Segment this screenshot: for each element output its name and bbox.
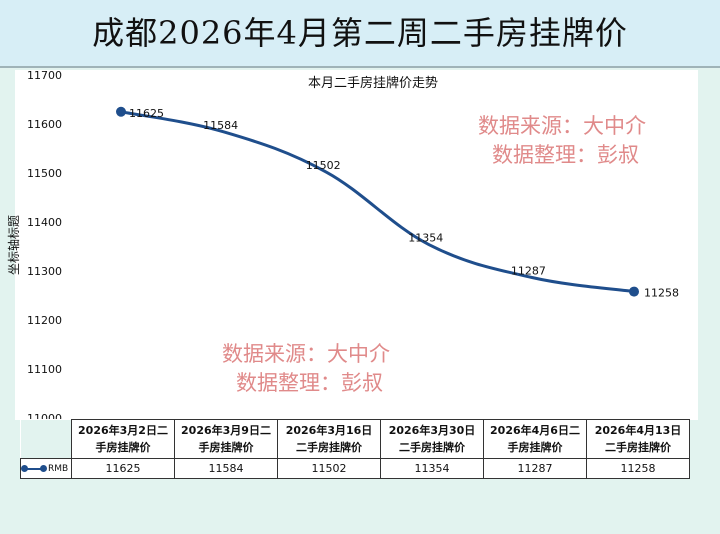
category-header-1: 2026年3月2日二 手房挂牌价 xyxy=(71,419,175,459)
chart-title: 本月二手房挂牌价走势 xyxy=(308,75,438,91)
data-point-marker xyxy=(629,286,639,297)
data-label: 11625 xyxy=(129,107,164,120)
category-line-1: 2026年3月9日二 xyxy=(181,424,271,437)
watermark-1: 数据来源：大中介 数据整理：彭叔 xyxy=(478,114,646,167)
legend-key: RMB xyxy=(21,459,71,478)
y-tick-label: 11300 xyxy=(27,265,62,278)
data-point-marker xyxy=(116,106,126,117)
data-table-header-row: 2026年3月2日二 手房挂牌价 2026年3月9日二 手房挂牌价 2026年3月1… xyxy=(20,419,690,459)
legend-series-name: RMB xyxy=(48,463,69,474)
watermark-1-line-1: 数据来源：大中介 xyxy=(478,114,646,138)
y-tick-label: 11200 xyxy=(27,314,62,327)
category-header-3: 2026年3月16日 二手房挂牌价 xyxy=(277,419,381,459)
legend-line-marker xyxy=(21,464,47,472)
watermark-2: 数据来源：大中介 数据整理：彭叔 xyxy=(222,342,390,395)
category-header-5: 2026年4月6日二 手房挂牌价 xyxy=(483,419,587,459)
table-value-5: 11287 xyxy=(483,458,587,479)
category-header-4: 2026年3月30日 二手房挂牌价 xyxy=(380,419,484,459)
table-value-2: 11584 xyxy=(174,458,278,479)
data-table-value-row: RMB 11625 11584 11502 11354 11287 11258 xyxy=(20,458,690,479)
category-line-1: 2026年3月30日 xyxy=(388,424,476,437)
category-header-6: 2026年4月13日 二手房挂牌价 xyxy=(586,419,690,459)
category-line-1: 2026年4月6日二 xyxy=(490,424,580,437)
category-header-2: 2026年3月9日二 手房挂牌价 xyxy=(174,419,278,459)
y-tick-label: 11400 xyxy=(27,216,62,229)
category-line-1: 2026年4月13日 xyxy=(594,424,682,437)
category-line-2: 二手房挂牌价 xyxy=(296,441,362,454)
watermark-2-line-1: 数据来源：大中介 xyxy=(222,342,390,366)
title-bar: 成都2026年4月第二周二手房挂牌价 xyxy=(0,0,720,68)
y-tick-label: 11100 xyxy=(27,363,62,376)
watermark-2-line-2: 数据整理：彭叔 xyxy=(236,371,383,395)
data-label: 11258 xyxy=(644,287,679,300)
table-corner-cell xyxy=(20,419,72,459)
watermark-1-line-2: 数据整理：彭叔 xyxy=(492,143,639,167)
y-tick-label: 11600 xyxy=(27,118,62,131)
table-value-4: 11354 xyxy=(380,458,484,479)
category-line-1: 2026年3月2日二 xyxy=(78,424,168,437)
series-line-rmb xyxy=(120,110,635,294)
data-label: 11354 xyxy=(408,232,443,245)
category-line-2: 手房挂牌价 xyxy=(95,441,151,454)
table-value-3: 11502 xyxy=(277,458,381,479)
data-label: 11502 xyxy=(306,159,341,172)
table-value-1: 11625 xyxy=(71,458,175,479)
legend-cell: RMB xyxy=(20,458,72,479)
category-line-1: 2026年3月16日 xyxy=(285,424,373,437)
data-label: 11584 xyxy=(203,119,238,132)
y-axis-title: 坐标轴标题 xyxy=(6,215,21,275)
category-line-2: 二手房挂牌价 xyxy=(605,441,671,454)
page-title: 成都2026年4月第二周二手房挂牌价 xyxy=(92,14,628,52)
data-table: 2026年3月2日二 手房挂牌价 2026年3月9日二 手房挂牌价 2026年3月1… xyxy=(20,419,690,479)
y-tick-label: 11500 xyxy=(27,167,62,180)
table-value-6: 11258 xyxy=(586,458,690,479)
category-line-2: 二手房挂牌价 xyxy=(399,441,465,454)
category-line-2: 手房挂牌价 xyxy=(198,441,254,454)
category-line-2: 手房挂牌价 xyxy=(507,441,563,454)
plot-area xyxy=(15,70,698,420)
y-tick-label: 11700 xyxy=(27,69,62,82)
data-label: 11287 xyxy=(511,264,546,277)
